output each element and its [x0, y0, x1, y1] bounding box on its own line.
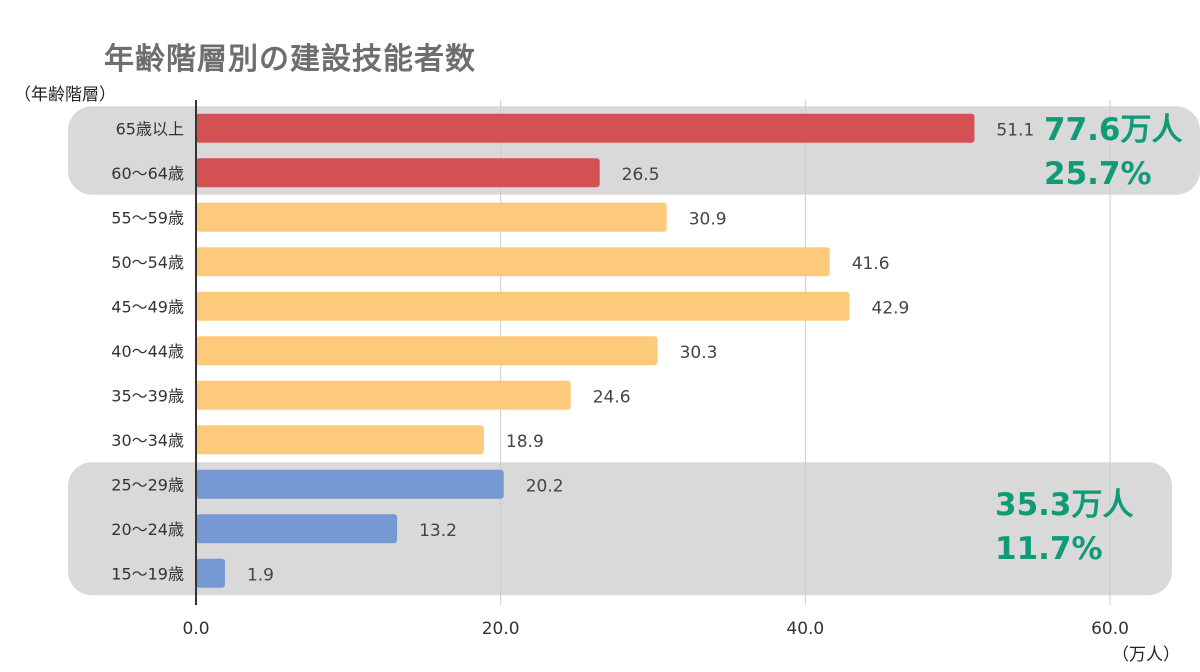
value-label: 20.2 [526, 476, 564, 496]
bar [196, 291, 850, 321]
x-tick-label: 0.0 [182, 619, 209, 639]
callout-younger-group: 35.3万人 11.7% [995, 483, 1134, 571]
x-tick-label: 40.0 [786, 619, 824, 639]
value-label: 13.2 [419, 521, 457, 541]
category-label: 30～34歳 [111, 431, 184, 450]
bar [196, 558, 225, 588]
value-label: 18.9 [506, 432, 544, 452]
y-axis-label: （年齢階層） [14, 85, 116, 105]
value-label: 26.5 [622, 165, 660, 185]
category-label: 65歳以上 [116, 119, 184, 138]
category-label: 20～24歳 [111, 520, 184, 539]
category-label: 15～19歳 [111, 564, 184, 583]
value-label: 30.9 [689, 209, 727, 229]
bar [196, 336, 658, 366]
category-label: 40～44歳 [111, 342, 184, 361]
callout-younger-percent: 11.7% [995, 531, 1103, 567]
category-label: 55～59歳 [111, 208, 184, 227]
callout-older-group: 77.6万人 25.7% [1044, 108, 1183, 196]
bar [196, 202, 667, 232]
chart-title: 年齢階層別の建設技能者数 [104, 42, 476, 77]
value-label: 42.9 [872, 298, 910, 318]
callout-younger-count: 35.3万人 [995, 487, 1134, 523]
callout-older-percent: 25.7% [1044, 156, 1152, 192]
bar [196, 380, 571, 410]
category-label: 45～49歳 [111, 297, 184, 316]
value-label: 24.6 [593, 387, 631, 407]
bar [196, 158, 600, 188]
value-label: 51.1 [996, 120, 1034, 140]
bar [196, 113, 975, 143]
bar [196, 469, 504, 499]
category-label: 25～29歳 [111, 475, 184, 494]
callout-older-count: 77.6万人 [1044, 112, 1183, 148]
category-label: 35～39歳 [111, 386, 184, 405]
x-tick-label: 60.0 [1091, 619, 1129, 639]
bar [196, 247, 830, 277]
x-axis-unit-label: （万人） [1112, 645, 1180, 665]
value-label: 41.6 [852, 254, 890, 274]
bar [196, 425, 484, 455]
value-label: 30.3 [680, 343, 718, 363]
bar [196, 514, 398, 544]
category-label: 60～64歳 [111, 164, 184, 183]
category-label: 50～54歳 [111, 253, 184, 272]
value-label: 1.9 [247, 565, 274, 585]
x-tick-label: 20.0 [482, 619, 520, 639]
